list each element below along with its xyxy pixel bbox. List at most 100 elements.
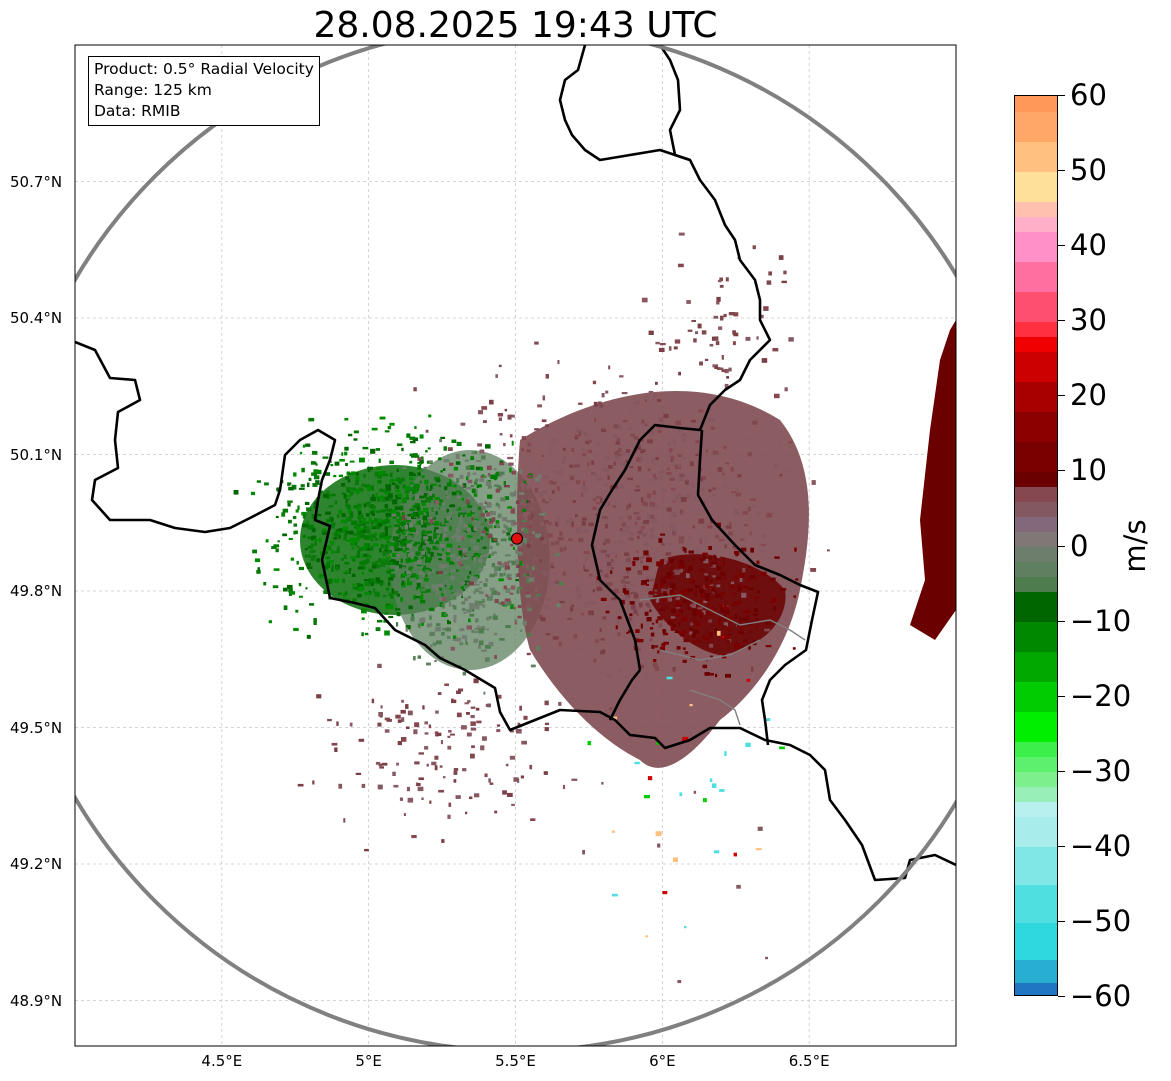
echo-pixel	[465, 639, 468, 645]
echo-pixel	[313, 618, 317, 623]
echo-pixel	[496, 729, 501, 733]
colorbar-segment	[1015, 884, 1057, 923]
echo-pixel	[388, 577, 394, 581]
colorbar-tick-mark	[1058, 395, 1065, 397]
echo-pixel	[627, 477, 634, 481]
echo-pixel	[357, 550, 360, 555]
echo-pixel	[445, 491, 449, 495]
echo-pixel	[711, 783, 717, 788]
echo-pixel	[505, 625, 511, 629]
echo-pixel	[644, 423, 648, 427]
echo-pixel	[685, 494, 691, 499]
echo-pixel	[745, 742, 751, 748]
colorbar-tick-label: −30	[1070, 753, 1132, 788]
echo-pixel	[511, 803, 515, 806]
echo-pixel	[386, 592, 389, 595]
echo-pixel	[380, 705, 383, 709]
echo-pixel	[696, 610, 702, 616]
echo-pixel	[575, 528, 582, 533]
echo-pixel	[333, 532, 339, 537]
colorbar-segment	[1015, 846, 1057, 885]
echo-pixel	[582, 453, 586, 457]
echo-pixel	[637, 639, 644, 642]
echo-pixel	[505, 565, 510, 570]
echo-pixel	[703, 600, 709, 603]
echo-pixel	[399, 541, 405, 545]
echo-pixel	[398, 521, 403, 526]
echo-pixel	[617, 669, 621, 672]
echo-pixel	[609, 565, 613, 569]
echo-pixel	[538, 474, 542, 478]
echo-pixel	[527, 515, 532, 521]
echo-pixel	[358, 586, 363, 592]
echo-pixel	[435, 511, 438, 515]
echo-pixel	[515, 559, 519, 564]
echo-pixel	[359, 457, 365, 463]
echo-pixel	[546, 598, 551, 601]
echo-pixel	[498, 471, 505, 475]
echo-pixel	[488, 616, 492, 619]
echo-pixel	[710, 607, 715, 612]
echo-pixel	[689, 461, 694, 467]
echo-pixel	[305, 587, 308, 590]
echo-pixel	[427, 497, 433, 501]
echo-pixel	[408, 522, 414, 528]
echo-pixel	[409, 551, 414, 555]
echo-pixel	[411, 487, 415, 491]
echo-pixel	[459, 553, 463, 558]
echo-pixel	[351, 546, 355, 550]
echo-pixel	[403, 813, 406, 816]
echo-pixel	[429, 631, 436, 636]
echo-pixel	[409, 508, 415, 512]
echo-pixel	[283, 605, 288, 610]
echo-pixel	[473, 678, 479, 684]
echo-pixel	[707, 601, 711, 606]
echo-pixel	[504, 525, 508, 529]
echo-pixel	[703, 558, 709, 564]
echo-pixel	[544, 722, 549, 726]
echo-pixel	[526, 578, 531, 584]
echo-pixel	[352, 598, 357, 602]
echo-pixel	[314, 541, 317, 546]
echo-pixel	[428, 460, 433, 464]
echo-pixel	[654, 584, 658, 589]
echo-pixel	[307, 536, 313, 540]
echo-pixel	[358, 510, 362, 516]
echo-pixel	[611, 559, 614, 562]
echo-pixel	[464, 597, 468, 602]
echo-pixel	[708, 489, 712, 493]
echo-pixel	[429, 800, 432, 804]
echo-pixel	[460, 586, 467, 589]
echo-pixel	[382, 551, 387, 556]
echo-pixel	[460, 564, 464, 567]
echo-pixel	[469, 605, 476, 610]
echo-pixel	[660, 533, 666, 536]
echo-pixel	[780, 588, 787, 591]
echo-pixel	[366, 553, 369, 558]
echo-pixel	[387, 593, 394, 597]
echo-pixel	[425, 530, 429, 534]
echo-pixel	[268, 620, 272, 624]
echo-pixel	[366, 513, 370, 517]
echo-pixel	[545, 633, 551, 636]
echo-pixel	[682, 630, 687, 634]
echo-pixel	[459, 558, 464, 561]
echo-pixel	[401, 447, 404, 452]
colorbar-segment	[1015, 786, 1057, 803]
echo-pixel	[625, 581, 630, 584]
echo-pixel	[507, 506, 513, 509]
echo-pixel	[574, 436, 579, 440]
echo-pixel	[436, 553, 440, 556]
echo-pixel	[421, 493, 428, 497]
echo-pixel	[566, 520, 571, 524]
echo-pixel	[510, 585, 516, 590]
echo-pixel	[682, 659, 687, 663]
echo-pixel	[714, 336, 719, 341]
echo-pixel	[687, 602, 691, 607]
echo-pixel	[409, 482, 414, 485]
echo-pixel	[428, 530, 432, 534]
echo-pixel	[559, 547, 564, 552]
echo-pixel	[562, 571, 566, 576]
echo-pixel	[545, 424, 549, 427]
echo-pixel	[660, 578, 665, 583]
